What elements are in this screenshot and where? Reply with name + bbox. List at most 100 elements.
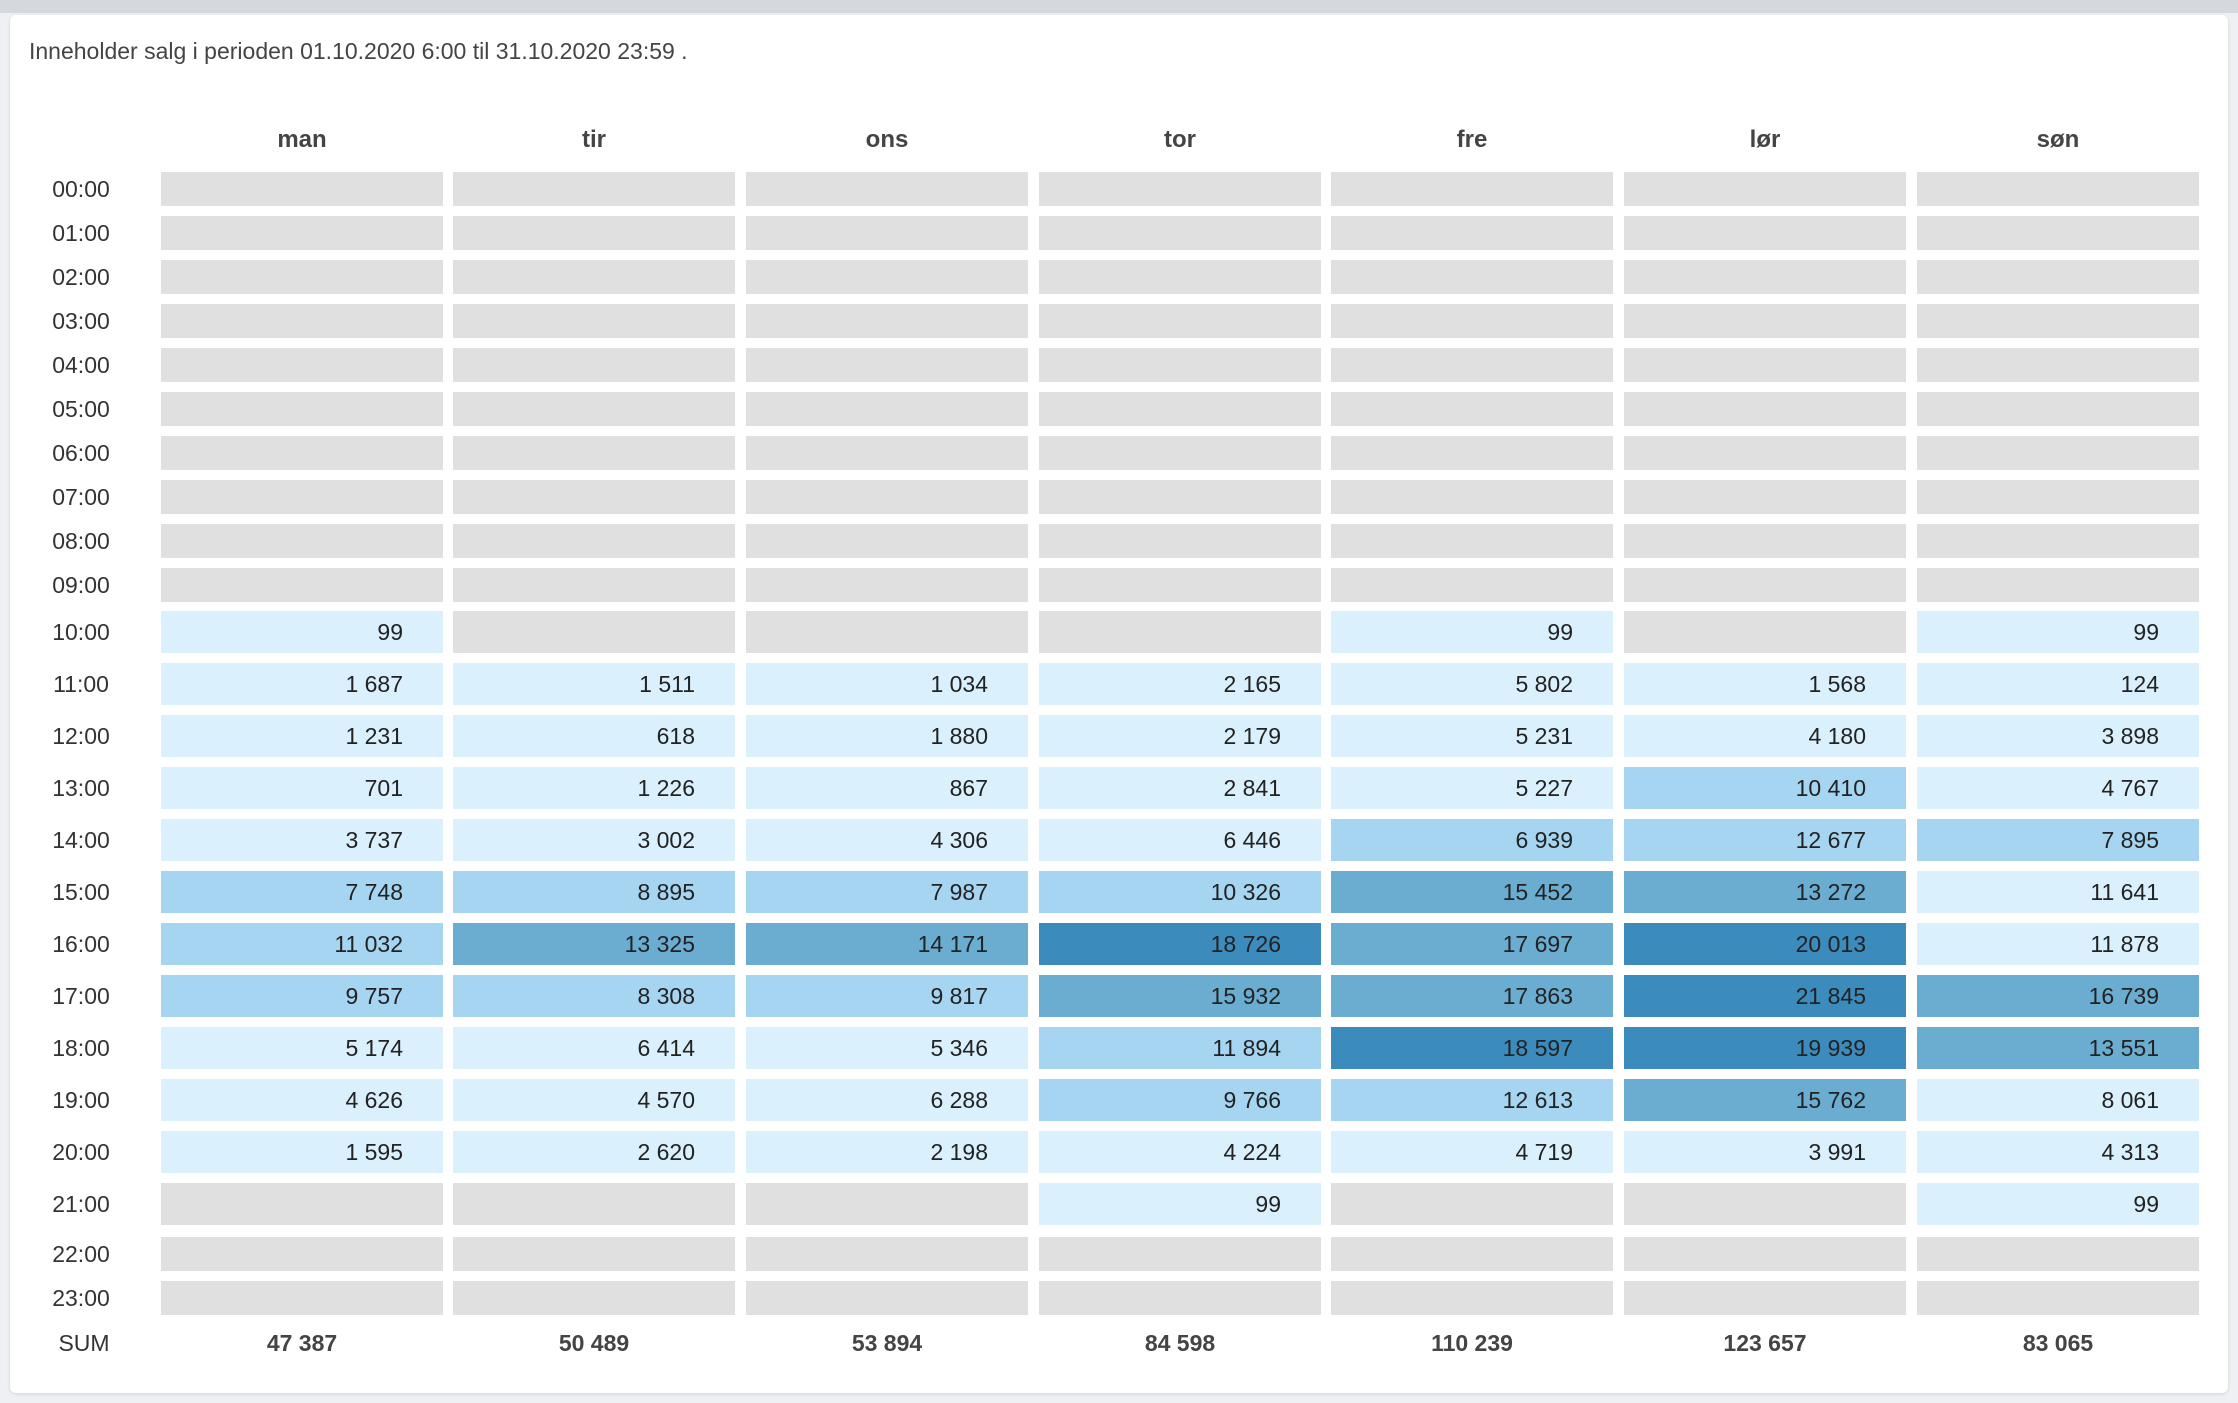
- heatmap-cell: [1917, 1281, 2199, 1315]
- heatmap-cell: 124: [1917, 663, 2199, 705]
- heatmap-cell: [161, 1183, 443, 1225]
- hour-label: 11:00: [53, 671, 109, 697]
- hour-label: 07:00: [52, 484, 110, 510]
- heatmap-cell: 6 939: [1331, 819, 1613, 861]
- heatmap-cell: [1917, 480, 2199, 514]
- heatmap-cell: 2 620: [453, 1131, 735, 1173]
- heatmap-cell: [1039, 611, 1321, 653]
- heatmap-cell: 9 757: [161, 975, 443, 1017]
- heatmap-cell: 1 595: [161, 1131, 443, 1173]
- heatmap-cell: 12 613: [1331, 1079, 1613, 1121]
- heatmap-cell: [1917, 304, 2199, 338]
- heatmap-cell: 8 308: [453, 975, 735, 1017]
- heatmap-cell: 19 939: [1624, 1027, 1906, 1069]
- heatmap-cell: 701: [161, 767, 443, 809]
- heatmap-cell: 5 174: [161, 1027, 443, 1069]
- heatmap-cell: [1039, 436, 1321, 470]
- heatmap-cell: 5 231: [1331, 715, 1613, 757]
- hour-label: 20:00: [52, 1139, 110, 1165]
- heatmap-cell: [1331, 172, 1613, 206]
- heatmap-cell: [1039, 260, 1321, 294]
- heatmap-cell: [1624, 611, 1906, 653]
- heatmap-cell: 3 898: [1917, 715, 2199, 757]
- heatmap-cell: [746, 1183, 1028, 1225]
- hour-label: 18:00: [52, 1035, 110, 1061]
- heatmap-cell: 5 227: [1331, 767, 1613, 809]
- heatmap-cell: 17 863: [1331, 975, 1613, 1017]
- heatmap-cell: 14 171: [746, 923, 1028, 965]
- heatmap-cell: [1331, 260, 1613, 294]
- heatmap-cell: [1917, 260, 2199, 294]
- heatmap-cell: [1917, 392, 2199, 426]
- heatmap-cell: 4 180: [1624, 715, 1906, 757]
- heatmap-cell: 7 987: [746, 871, 1028, 913]
- hour-label: 10:00: [52, 619, 110, 645]
- heatmap-cell: [161, 480, 443, 514]
- heatmap-cell: [746, 1281, 1028, 1315]
- heatmap-cell: [161, 436, 443, 470]
- sum-value-man: 47 387: [266, 1330, 338, 1356]
- heatmap-cell: [453, 436, 735, 470]
- heatmap-cell: 4 570: [453, 1079, 735, 1121]
- hour-label: 03:00: [52, 308, 110, 334]
- heatmap-cell: 9 766: [1039, 1079, 1321, 1121]
- heatmap-cell: [1624, 348, 1906, 382]
- heatmap-cell: [453, 568, 735, 602]
- heatmap-cell: 3 737: [161, 819, 443, 861]
- heatmap-cell: [453, 1183, 735, 1225]
- heatmap-cell: [161, 304, 443, 338]
- heatmap-cell: [161, 216, 443, 250]
- heatmap-cell: [1331, 436, 1613, 470]
- heatmap-cell: 4 313: [1917, 1131, 2199, 1173]
- hour-label: 00:00: [52, 176, 110, 202]
- heatmap-cell: 13 272: [1624, 871, 1906, 913]
- heatmap-cell: [1039, 216, 1321, 250]
- heatmap-cell: [1624, 568, 1906, 602]
- heatmap-cell: [161, 260, 443, 294]
- hour-label: 02:00: [52, 264, 110, 290]
- heatmap-cell: [1624, 216, 1906, 250]
- heatmap-cell: [1624, 172, 1906, 206]
- heatmap-cell: 13 551: [1917, 1027, 2199, 1069]
- heatmap-cell: 15 452: [1331, 871, 1613, 913]
- heatmap-cell: 4 306: [746, 819, 1028, 861]
- heatmap-cell: [1624, 1281, 1906, 1315]
- heatmap-cell: [1624, 260, 1906, 294]
- heatmap-cell: [1624, 1237, 1906, 1271]
- heatmap-cell: 10 410: [1624, 767, 1906, 809]
- heatmap-cell: [1624, 392, 1906, 426]
- heatmap-cell: 3 002: [453, 819, 735, 861]
- heatmap-cell: 3 991: [1624, 1131, 1906, 1173]
- heatmap-cell: [746, 348, 1028, 382]
- heatmap-cell: [161, 1237, 443, 1271]
- heatmap-cell: 1 511: [453, 663, 735, 705]
- sum-value-ons: 53 894: [851, 1330, 923, 1356]
- heatmap-cell: 11 878: [1917, 923, 2199, 965]
- heatmap-cell: 12 677: [1624, 819, 1906, 861]
- heatmap-cell: 2 165: [1039, 663, 1321, 705]
- day-header-lør: lør: [1749, 126, 1781, 153]
- heatmap-cell: [1039, 524, 1321, 558]
- heatmap-cell: [453, 348, 735, 382]
- heatmap-cell: 99: [1331, 611, 1613, 653]
- heatmap-cell: [161, 524, 443, 558]
- heatmap-cell: [746, 172, 1028, 206]
- heatmap-cell: [453, 611, 735, 653]
- heatmap-cell: 7 748: [161, 871, 443, 913]
- day-header-tir: tir: [582, 126, 606, 153]
- heatmap-cell: [1917, 348, 2199, 382]
- heatmap-cell: 99: [1039, 1183, 1321, 1225]
- sum-label: SUM: [58, 1330, 110, 1356]
- heatmap-cell: 1 231: [161, 715, 443, 757]
- heatmap-cell: [161, 172, 443, 206]
- heatmap-cell: [1039, 172, 1321, 206]
- heatmap-cell: 4 626: [161, 1079, 443, 1121]
- heatmap-cell: [1331, 216, 1613, 250]
- heatmap-cell: [453, 304, 735, 338]
- heatmap-cell: 8 061: [1917, 1079, 2199, 1121]
- hour-label: 14:00: [52, 827, 110, 853]
- heatmap-cell: [746, 1237, 1028, 1271]
- hour-label: 08:00: [52, 528, 110, 554]
- hour-label: 06:00: [52, 440, 110, 466]
- heatmap-cell: [453, 172, 735, 206]
